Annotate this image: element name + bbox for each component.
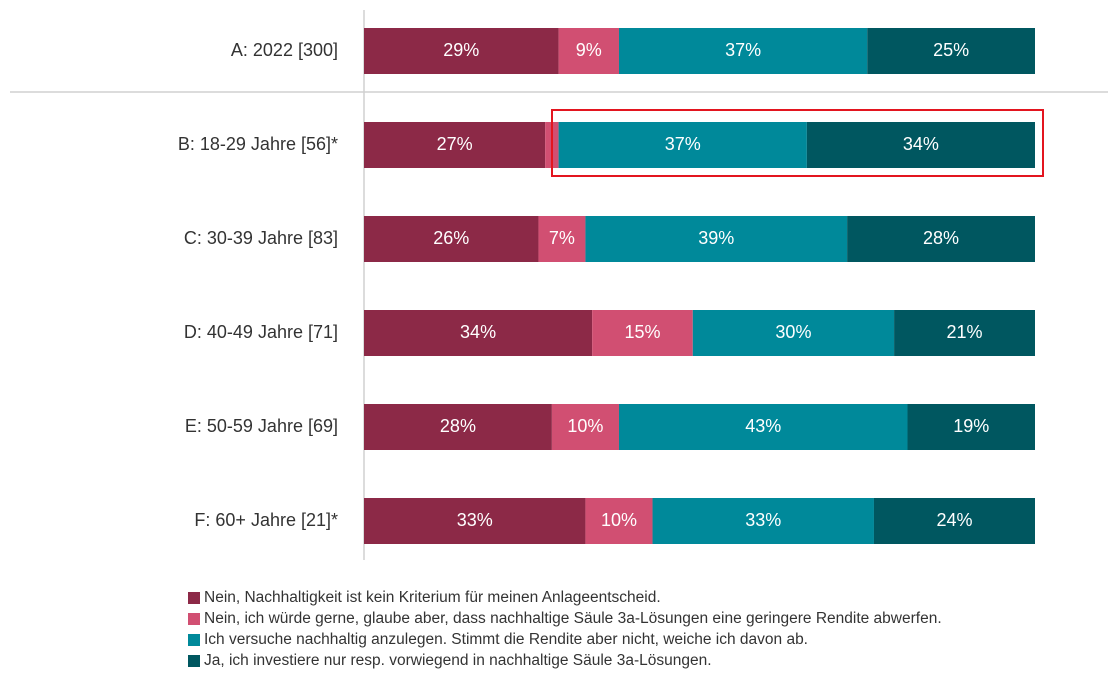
bar-segment [692, 310, 895, 356]
legend-label: Nein, Nachhaltigkeit ist kein Kriterium … [204, 589, 661, 606]
data-label: 28% [923, 228, 959, 248]
category-label: B: 18-29 Jahre [56]* [178, 134, 338, 154]
bar-segment [873, 498, 1035, 544]
bar-segment [585, 498, 653, 544]
data-label: 37% [725, 40, 761, 60]
data-label: 21% [947, 322, 983, 342]
bar-segment [558, 122, 807, 168]
legend-label: Nein, ich würde gerne, glaube aber, dass… [204, 610, 942, 627]
category-label: F: 60+ Jahre [21]* [194, 510, 338, 530]
data-label: 24% [936, 510, 972, 530]
data-label: 43% [745, 416, 781, 436]
bar-segment [618, 28, 868, 74]
bar-segment [364, 498, 586, 544]
bar-segment [558, 28, 619, 74]
data-label: 7% [549, 228, 575, 248]
data-label: 33% [457, 510, 493, 530]
bars: A: 2022 [300] 29% 9% 37% 25% B: 18-29 Jahre [… [178, 28, 1035, 544]
data-label: 10% [601, 510, 637, 530]
category-label: A: 2022 [300] [231, 40, 338, 60]
highlight-box [551, 109, 1044, 177]
legend-label: Ja, ich investiere nur resp. vorwiegend … [204, 652, 712, 669]
legend-swatch [188, 592, 200, 604]
bar-segment [364, 404, 552, 450]
data-label: 27% [437, 134, 473, 154]
bar-segment [618, 404, 908, 450]
category-label: C: 30-39 Jahre [83] [184, 228, 338, 248]
bar-segment [592, 310, 693, 356]
bar-segment [907, 404, 1035, 450]
legend-swatch [188, 634, 200, 646]
data-label: 9% [576, 40, 602, 60]
bar-segment [894, 310, 1035, 356]
data-label: 30% [775, 322, 811, 342]
data-label: 26% [433, 228, 469, 248]
bar-segment [538, 216, 586, 262]
data-label: 19% [953, 416, 989, 436]
data-label: 15% [624, 322, 660, 342]
bar-segment [867, 28, 1035, 74]
bar-segment [806, 122, 1035, 168]
data-label: 37% [665, 134, 701, 154]
data-label: 29% [443, 40, 479, 60]
data-label: 25% [933, 40, 969, 60]
legend-label: Ich versuche nachhaltig anzulegen. Stimm… [204, 631, 808, 648]
data-label: 28% [440, 416, 476, 436]
bar-segment [364, 216, 539, 262]
legend-swatch [188, 613, 200, 625]
legend-swatch [188, 655, 200, 667]
bar-segment [847, 216, 1035, 262]
data-label: 10% [567, 416, 603, 436]
category-label: E: 50-59 Jahre [69] [185, 416, 338, 436]
bar-segment [585, 216, 848, 262]
bar-segment [551, 404, 619, 450]
data-label: 39% [698, 228, 734, 248]
data-label: 33% [745, 510, 781, 530]
data-label: 34% [460, 322, 496, 342]
category-label: D: 40-49 Jahre [71] [184, 322, 338, 342]
bar-segment [364, 122, 546, 168]
bar-segment [364, 28, 559, 74]
data-label: 34% [903, 134, 939, 154]
bar-segment [364, 310, 593, 356]
bar-segment [652, 498, 874, 544]
